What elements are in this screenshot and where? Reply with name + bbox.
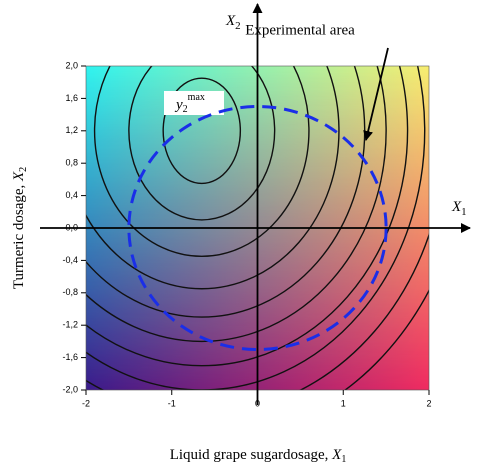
x-tick-label: 2 [426, 398, 431, 408]
sub: 1 [461, 206, 467, 218]
contour-line [86, 66, 426, 390]
y-axis-title: Turmeric dosage, X2 [11, 167, 29, 289]
max-label: y2max [174, 92, 205, 115]
y-tick-label: -1,6 [62, 352, 78, 362]
y-tick-label: -2,0 [62, 384, 78, 394]
contour-line [128, 66, 276, 221]
contour-line [162, 77, 242, 185]
sub: 2 [18, 167, 29, 172]
y-tick-label: 1,6 [65, 93, 78, 103]
y-tick-label: -0,4 [62, 255, 78, 265]
text: Turmeric dosage, [11, 181, 27, 289]
area-arrow [363, 47, 389, 141]
max-label-box [164, 91, 224, 115]
var: X [331, 447, 342, 463]
sub: 1 [341, 454, 346, 465]
text: Liquid grape sugardosage, [170, 447, 332, 463]
x-tick-label: 1 [341, 398, 346, 408]
sub: 2 [235, 20, 241, 32]
x-axis-title: Liquid grape sugardosage, X1 [170, 447, 347, 465]
contour-line [86, 66, 409, 367]
var: X [451, 199, 462, 215]
contour-line [86, 66, 387, 343]
y-tick-label: 2,0 [65, 60, 78, 70]
axis-x-name: X1 [451, 199, 467, 217]
y-tick-label: 0,4 [65, 190, 78, 200]
y-tick-label: 1,2 [65, 125, 78, 135]
var: X [225, 13, 236, 29]
contour-line [93, 66, 310, 258]
max-sup: max [188, 92, 205, 103]
y-tick-label: 0,8 [65, 158, 78, 168]
x-tick-label: -2 [82, 398, 90, 408]
y-tick-label: -1,2 [62, 320, 78, 330]
var: X [11, 171, 27, 182]
max-sub: 2 [183, 104, 188, 115]
y-tick-label: -0,8 [62, 287, 78, 297]
x-tick-label: -1 [168, 398, 176, 408]
area-label: Experimental area [245, 22, 355, 38]
axis-y-name: X2 [225, 13, 241, 31]
contour-line [86, 66, 340, 290]
max-var: y [174, 97, 183, 113]
